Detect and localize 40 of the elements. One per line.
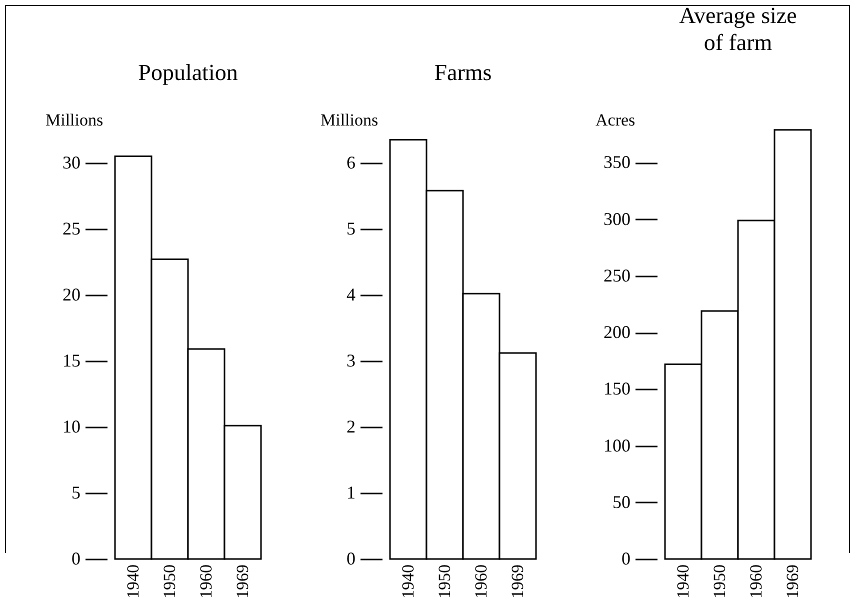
y-tick-label: 350 [604, 152, 630, 172]
y-tick-label: 15 [62, 350, 80, 370]
x-tick-label: 1940 [398, 564, 418, 598]
y-tick-label: 6 [346, 152, 356, 172]
y-tick-label: 3 [346, 350, 356, 370]
text: Farms [434, 60, 492, 85]
y-tick-label: 100 [604, 435, 630, 456]
x-tick-label: 1940 [673, 564, 692, 598]
y-tick-label: 5 [72, 482, 80, 502]
chart-title: Average size of farm [679, 3, 797, 55]
y-tick-label: 50 [612, 492, 630, 512]
y-tick-label: 30 [62, 152, 80, 172]
y-tick-label: 4 [346, 284, 356, 304]
x-tick-label: 1960 [196, 564, 216, 598]
x-tick-label: 1960 [746, 564, 766, 598]
y-tick-label: 1 [346, 482, 356, 502]
y-tick-label: 200 [604, 322, 630, 342]
y-tick-label: 5 [346, 218, 356, 238]
y-axis-title: Millions [46, 110, 104, 130]
y-tick-label: 20 [62, 284, 80, 304]
x-tick-label: 1950 [160, 564, 179, 598]
y-tick-label: 0 [622, 548, 630, 568]
y-tick-label: 250 [604, 265, 630, 286]
x-tick-label: 1969 [782, 564, 802, 598]
x-tick-label: 1969 [232, 564, 252, 598]
y-tick-label: 10 [62, 416, 80, 436]
x-tick-label: 1950 [710, 564, 729, 598]
y-tick-label: 25 [62, 218, 80, 238]
x-tick-label: 1950 [434, 564, 454, 598]
y-tick-label: 300 [604, 208, 630, 229]
x-tick-label: 1960 [471, 564, 490, 598]
text: Population [138, 60, 238, 85]
y-tick-label: 150 [604, 378, 630, 399]
x-tick-label: 1969 [508, 564, 527, 598]
y-axis-title: Millions [320, 110, 378, 130]
y-axis-title: Acres [596, 110, 636, 130]
y-tick-label: 2 [346, 416, 356, 436]
x-tick-label: 1940 [123, 564, 142, 598]
y-tick-label: 0 [72, 548, 80, 568]
y-tick-label: 0 [346, 548, 356, 568]
